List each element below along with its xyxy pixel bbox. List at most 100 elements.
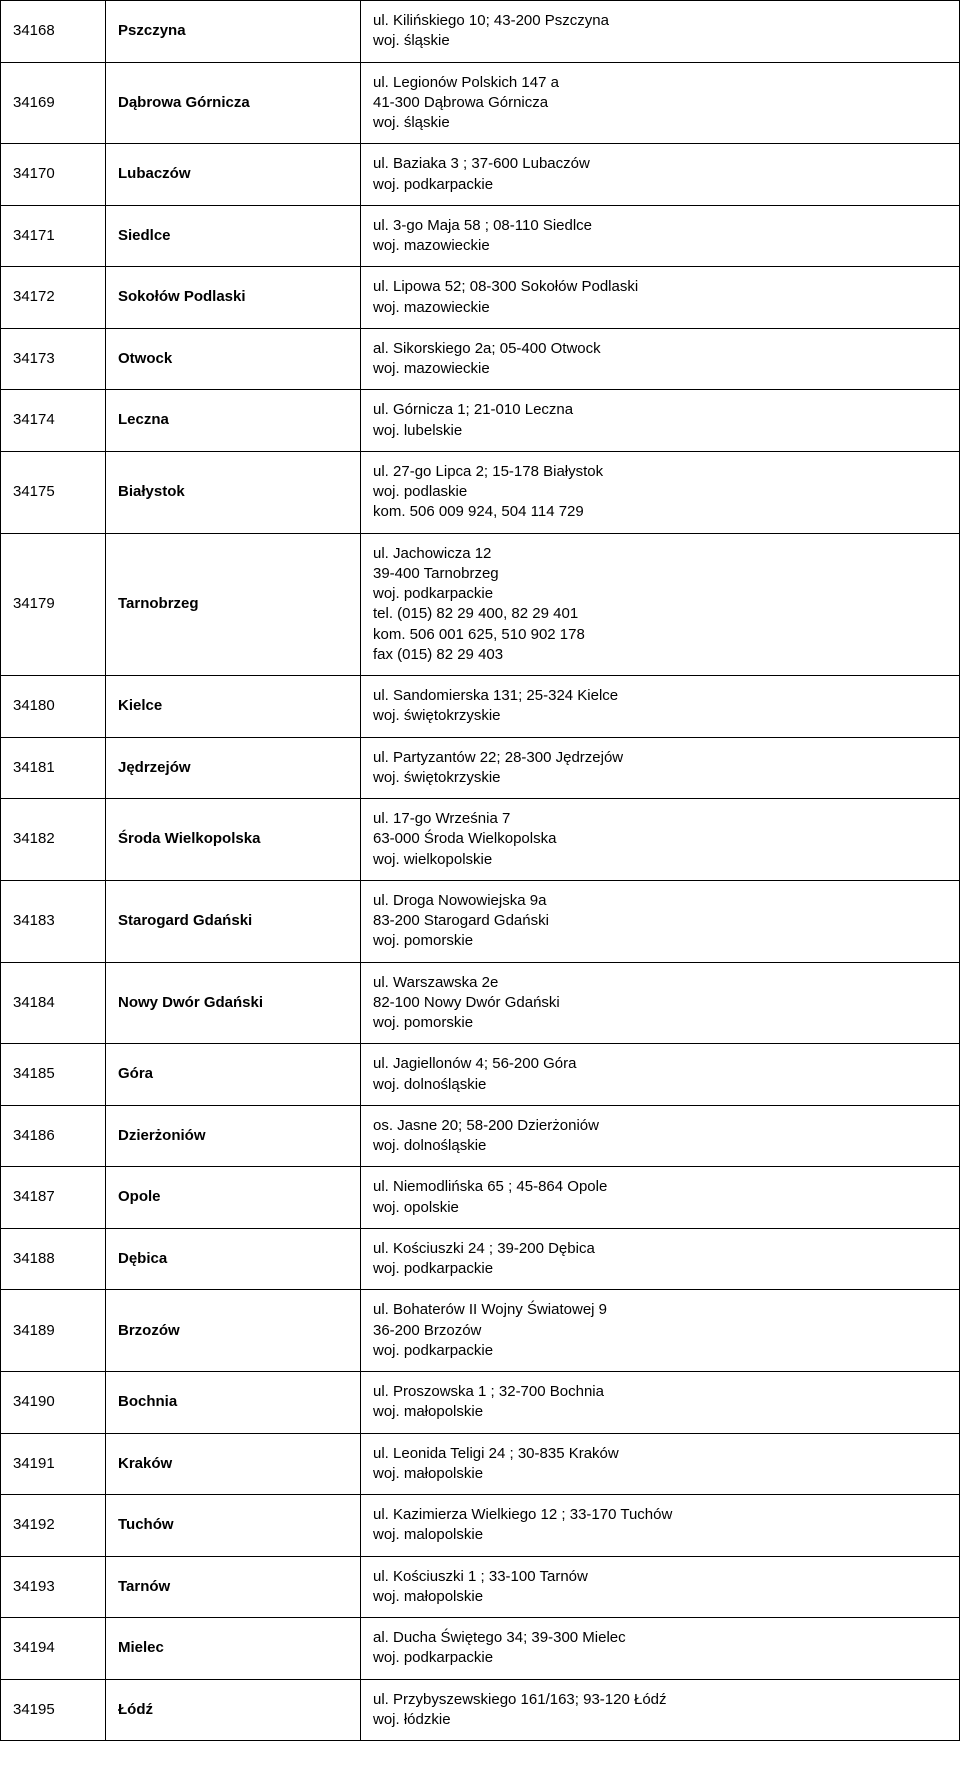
row-address: ul. Górnicza 1; 21-010 Lecznawoj. lubels… [361, 390, 960, 452]
address-line: 41-300 Dąbrowa Górnicza [373, 93, 947, 113]
row-city: Lubaczów [106, 144, 361, 206]
row-city: Brzozów [106, 1290, 361, 1372]
address-line: woj. podlaskie [373, 482, 947, 502]
row-city: Środa Wielkopolska [106, 799, 361, 881]
row-city: Pszczyna [106, 1, 361, 63]
row-address: ul. Legionów Polskich 147 a41-300 Dąbrow… [361, 62, 960, 144]
table-row: 34179Tarnobrzegul. Jachowicza 1239-400 T… [1, 533, 960, 676]
locations-tbody: 34168Pszczynaul. Kilińskiego 10; 43-200 … [1, 1, 960, 1741]
row-address: ul. Kazimierza Wielkiego 12 ; 33-170 Tuc… [361, 1495, 960, 1557]
address-line: ul. Kazimierza Wielkiego 12 ; 33-170 Tuc… [373, 1505, 947, 1525]
table-row: 34168Pszczynaul. Kilińskiego 10; 43-200 … [1, 1, 960, 63]
row-id: 34172 [1, 267, 106, 329]
table-row: 34175Białystokul. 27-go Lipca 2; 15-178 … [1, 451, 960, 533]
row-id: 34174 [1, 390, 106, 452]
table-row: 34195Łódźul. Przybyszewskiego 161/163; 9… [1, 1679, 960, 1741]
row-city: Starogard Gdański [106, 880, 361, 962]
table-row: 34180Kielceul. Sandomierska 131; 25-324 … [1, 676, 960, 738]
table-row: 34172Sokołów Podlaskiul. Lipowa 52; 08-3… [1, 267, 960, 329]
row-address: ul. Kościuszki 1 ; 33-100 Tarnówwoj. mał… [361, 1556, 960, 1618]
address-line: woj. pomorskie [373, 931, 947, 951]
address-line: ul. Kościuszki 1 ; 33-100 Tarnów [373, 1567, 947, 1587]
address-line: 63-000 Środa Wielkopolska [373, 829, 947, 849]
address-line: kom. 506 001 625, 510 902 178 [373, 625, 947, 645]
row-id: 34182 [1, 799, 106, 881]
row-address: ul. 3-go Maja 58 ; 08-110 Siedlcewoj. ma… [361, 205, 960, 267]
address-line: woj. podkarpackie [373, 1648, 947, 1668]
address-line: os. Jasne 20; 58-200 Dzierżoniów [373, 1116, 947, 1136]
address-line: 39-400 Tarnobrzeg [373, 564, 947, 584]
row-city: Tarnobrzeg [106, 533, 361, 676]
row-city: Dębica [106, 1228, 361, 1290]
row-id: 34181 [1, 737, 106, 799]
address-line: woj. śląskie [373, 31, 947, 51]
address-line: fax (015) 82 29 403 [373, 645, 947, 665]
row-id: 34193 [1, 1556, 106, 1618]
row-id: 34189 [1, 1290, 106, 1372]
row-address: ul. Baziaka 3 ; 37-600 Lubaczówwoj. podk… [361, 144, 960, 206]
row-city: Białystok [106, 451, 361, 533]
address-line: ul. Warszawska 2e [373, 973, 947, 993]
address-line: woj. śląskie [373, 113, 947, 133]
row-address: os. Jasne 20; 58-200 Dzierżoniówwoj. dol… [361, 1105, 960, 1167]
row-id: 34195 [1, 1679, 106, 1741]
row-city: Tuchów [106, 1495, 361, 1557]
row-city: Leczna [106, 390, 361, 452]
address-line: woj. mazowieckie [373, 359, 947, 379]
row-city: Bochnia [106, 1372, 361, 1434]
row-id: 34186 [1, 1105, 106, 1167]
row-id: 34170 [1, 144, 106, 206]
address-line: al. Sikorskiego 2a; 05-400 Otwock [373, 339, 947, 359]
row-city: Nowy Dwór Gdański [106, 962, 361, 1044]
row-city: Dzierżoniów [106, 1105, 361, 1167]
address-line: ul. Proszowska 1 ; 32-700 Bochnia [373, 1382, 947, 1402]
address-line: ul. Lipowa 52; 08-300 Sokołów Podlaski [373, 277, 947, 297]
row-address: ul. Warszawska 2e82-100 Nowy Dwór Gdańsk… [361, 962, 960, 1044]
row-address: al. Sikorskiego 2a; 05-400 Otwockwoj. ma… [361, 328, 960, 390]
address-line: ul. Legionów Polskich 147 a [373, 73, 947, 93]
row-id: 34185 [1, 1044, 106, 1106]
table-row: 34182Środa Wielkopolskaul. 17-go Wrześni… [1, 799, 960, 881]
table-row: 34194Mielecal. Ducha Świętego 34; 39-300… [1, 1618, 960, 1680]
address-line: woj. mazowieckie [373, 298, 947, 318]
row-city: Kielce [106, 676, 361, 738]
address-line: woj. dolnośląskie [373, 1136, 947, 1156]
table-row: 34190Bochniaul. Proszowska 1 ; 32-700 Bo… [1, 1372, 960, 1434]
table-row: 34187Opoleul. Niemodlińska 65 ; 45-864 O… [1, 1167, 960, 1229]
table-row: 34192Tuchów ul. Kazimierza Wielkiego 12 ;… [1, 1495, 960, 1557]
address-line: ul. Kościuszki 24 ; 39-200 Dębica [373, 1239, 947, 1259]
address-line: al. Ducha Świętego 34; 39-300 Mielec [373, 1628, 947, 1648]
address-line: woj. podkarpackie [373, 1341, 947, 1361]
row-address: ul. Bohaterów II Wojny Światowej 936-200… [361, 1290, 960, 1372]
row-id: 34168 [1, 1, 106, 63]
row-city: Otwock [106, 328, 361, 390]
table-row: 34184Nowy Dwór Gdańskiul. Warszawska 2e8… [1, 962, 960, 1044]
row-city: Jędrzejów [106, 737, 361, 799]
table-row: 34170Lubaczówul. Baziaka 3 ; 37-600 Luba… [1, 144, 960, 206]
table-row: 34174Lecznaul. Górnicza 1; 21-010 Leczna… [1, 390, 960, 452]
address-line: ul. Sandomierska 131; 25-324 Kielce [373, 686, 947, 706]
row-id: 34192 [1, 1495, 106, 1557]
row-address: ul. Niemodlińska 65 ; 45-864 Opolewoj. o… [361, 1167, 960, 1229]
table-row: 34188Dębicaul. Kościuszki 24 ; 39-200 Dę… [1, 1228, 960, 1290]
address-line: ul. Bohaterów II Wojny Światowej 9 [373, 1300, 947, 1320]
address-line: woj. podkarpackie [373, 584, 947, 604]
row-city: Opole [106, 1167, 361, 1229]
address-line: ul. Niemodlińska 65 ; 45-864 Opole [373, 1177, 947, 1197]
row-address: ul. Droga Nowowiejska 9a83-200 Starogard… [361, 880, 960, 962]
row-id: 34179 [1, 533, 106, 676]
table-row: 34171Siedlceul. 3-go Maja 58 ; 08-110 Si… [1, 205, 960, 267]
address-line: woj. opolskie [373, 1198, 947, 1218]
address-line: ul. Droga Nowowiejska 9a [373, 891, 947, 911]
row-address: ul. Sandomierska 131; 25-324 Kielcewoj. … [361, 676, 960, 738]
address-line: woj. małopolskie [373, 1402, 947, 1422]
row-address: ul. Partyzantów 22; 28-300 Jędrzejówwoj.… [361, 737, 960, 799]
address-line: 82-100 Nowy Dwór Gdański [373, 993, 947, 1013]
address-line: woj. świętokrzyskie [373, 768, 947, 788]
row-address: ul. Leonida Teligi 24 ; 30-835 Krakówwoj… [361, 1433, 960, 1495]
row-city: Góra [106, 1044, 361, 1106]
row-id: 34191 [1, 1433, 106, 1495]
row-address: ul. Jachowicza 1239-400 Tarnobrzegwoj. p… [361, 533, 960, 676]
address-line: kom. 506 009 924, 504 114 729 [373, 502, 947, 522]
row-id: 34183 [1, 880, 106, 962]
